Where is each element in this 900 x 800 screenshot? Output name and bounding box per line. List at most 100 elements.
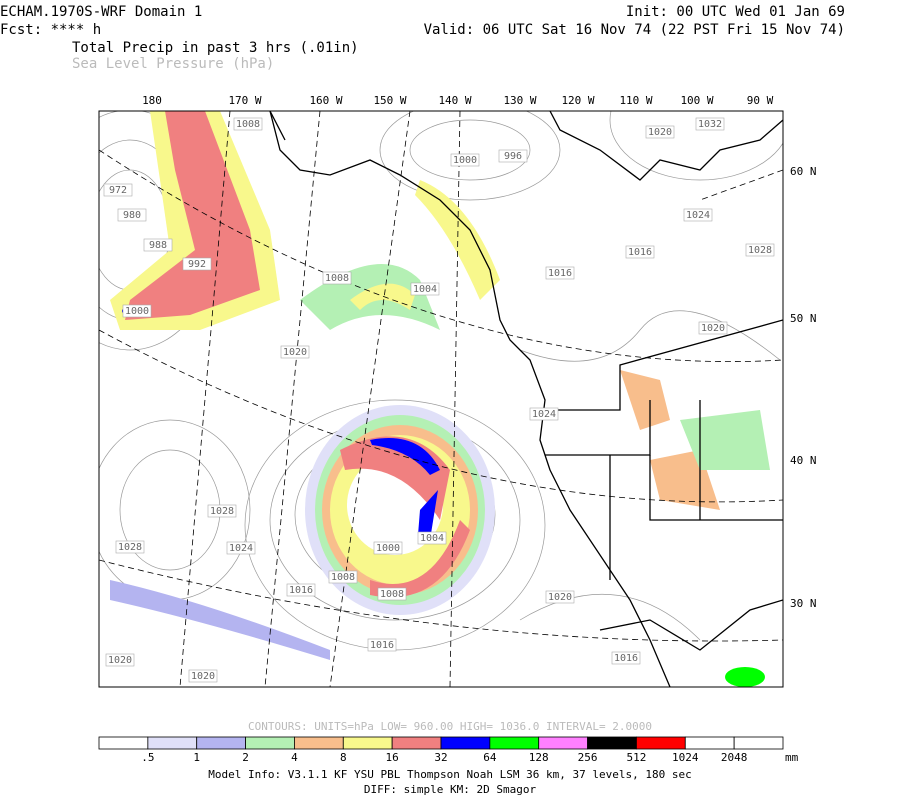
- pressure-label: 1008: [236, 119, 260, 130]
- colorbar-box: [538, 736, 588, 750]
- pressure-label: 1008: [380, 589, 404, 600]
- pressure-label-box: [328, 570, 358, 584]
- pressure-label-box: [367, 638, 397, 652]
- colorbar-box: [294, 736, 344, 750]
- pressure-label: 1020: [548, 592, 572, 603]
- coastlines: [269, 111, 783, 687]
- footer-line1: Model Info: V3.1.1 KF YSU PBL Thompson N…: [208, 768, 691, 781]
- pressure-label-box: [117, 208, 147, 222]
- pressure-label-box: [410, 282, 440, 296]
- contour-info: CONTOURS: UNITS=hPa LOW= 960.00 HIGH= 10…: [248, 720, 652, 733]
- pressure-labels: 1008 1000 996 1020 1032 1024 1016 1028 1016 1020 1…: [103, 117, 775, 683]
- pressure-label: 1000: [125, 306, 149, 317]
- colorbar-box: [489, 736, 540, 750]
- title: ECHAM.1970S-WRF Domain 1: [0, 4, 202, 20]
- pressure-label: 972: [109, 185, 127, 196]
- pressure-label-box: [322, 271, 352, 285]
- pressure-label-box: [450, 153, 480, 167]
- pressure-label-box: [683, 208, 713, 222]
- pressure-label: 1016: [628, 247, 652, 258]
- lat-label: 60 N: [790, 165, 817, 178]
- pressure-label: 1004: [413, 284, 437, 295]
- pressure-label-box: [143, 238, 173, 252]
- pressure-label-box: [373, 541, 403, 555]
- pressure-label-box: [417, 531, 447, 545]
- pressure-label-box: [545, 266, 575, 280]
- pressure-label: 996: [504, 151, 522, 162]
- footer-line2: DIFF: simple KM: 2D Smagor: [364, 783, 537, 796]
- colorbar-label: 2048: [721, 751, 748, 764]
- lon-label: 180: [142, 94, 162, 107]
- init: Init: 00 UTC Wed 01 Jan 69: [626, 4, 845, 20]
- pressure-label: 1004: [420, 533, 444, 544]
- pressure-label-box: [207, 504, 237, 518]
- colorbar-label: 1: [193, 751, 200, 764]
- pressure-label-box: [698, 321, 728, 335]
- pressure-label-box: [498, 149, 528, 163]
- pressure-label-box: [645, 125, 675, 139]
- forecast: Fcst: **** h: [0, 22, 101, 38]
- pressure-label: 992: [188, 259, 206, 270]
- lon-label: 170 W: [228, 94, 261, 107]
- pressure-label: 1024: [532, 409, 556, 420]
- colorbar-label: 32: [434, 751, 447, 764]
- pressure-label: 1020: [701, 323, 725, 334]
- colorbar-box: [636, 736, 686, 750]
- pressure-label-box: [545, 590, 575, 604]
- colorbar-box: [245, 736, 295, 750]
- pressure-label: 1008: [331, 572, 355, 583]
- pressure-label-box: [233, 117, 263, 131]
- map: 1008 1000 996 1020 1032 1024 1016 1028 1016 1020 1…: [98, 94, 817, 688]
- pressure-label-box: [115, 540, 145, 554]
- lon-label: 100 W: [680, 94, 713, 107]
- pressure-label-box: [226, 541, 256, 555]
- colorbar-label: 64: [483, 751, 497, 764]
- colorbar-box: [733, 736, 784, 750]
- colorbar-label: 16: [386, 751, 399, 764]
- colorbar-box: [587, 736, 637, 750]
- colorbar-label: 512: [626, 751, 646, 764]
- pressure-label: 1016: [370, 640, 394, 651]
- pressure-label: 1000: [453, 155, 477, 166]
- colorbar-label: 256: [578, 751, 598, 764]
- pressure-label: 1020: [191, 671, 215, 682]
- colorbar-label: 8: [340, 751, 347, 764]
- colorbar-label: 1024: [672, 751, 699, 764]
- colorbar-label: 128: [529, 751, 549, 764]
- pressure-label: 1020: [108, 655, 132, 666]
- pressure-label: 1000: [376, 543, 400, 554]
- pressure-label-box: [122, 304, 152, 318]
- pressure-label: 1028: [748, 245, 772, 256]
- colorbar-label: 2: [242, 751, 249, 764]
- pressure-label: 980: [123, 210, 141, 221]
- field1: Total Precip in past 3 hrs (.01in): [72, 40, 359, 56]
- valid: Valid: 06 UTC Sat 16 Nov 74 (22 PST Fri …: [424, 22, 845, 38]
- colorbar-box: [342, 736, 393, 750]
- pressure-label-box: [377, 587, 407, 601]
- colorbar: .5 1 2 4 8 16 32 64 128 256 512 1024 2048: [98, 736, 784, 764]
- pressure-label-box: [625, 245, 655, 259]
- pressure-label-box: [105, 653, 135, 667]
- pressure-label: 1008: [325, 273, 349, 284]
- pressure-label-box: [280, 345, 310, 359]
- lat-label: 40 N: [790, 454, 817, 467]
- pressure-label-box: [188, 669, 218, 683]
- pressure-label: 1016: [614, 653, 638, 664]
- pressure-label-box: [611, 651, 641, 665]
- precip-shading: [110, 111, 770, 687]
- pressure-label: 1020: [648, 127, 672, 138]
- pressure-label-box: [529, 407, 559, 421]
- pressure-label: 1020: [283, 347, 307, 358]
- colorbar-label: .5: [141, 751, 154, 764]
- lon-label: 160 W: [309, 94, 342, 107]
- pressure-label: 1032: [698, 119, 722, 130]
- lon-label: 140 W: [438, 94, 471, 107]
- pressure-label: 1024: [229, 543, 253, 554]
- lat-label: 50 N: [790, 312, 817, 325]
- colorbar-box: [440, 736, 491, 750]
- colorbar-label: 4: [291, 751, 298, 764]
- pressure-label-box: [695, 117, 725, 131]
- lon-label: 130 W: [503, 94, 536, 107]
- pressure-label-box: [286, 583, 316, 597]
